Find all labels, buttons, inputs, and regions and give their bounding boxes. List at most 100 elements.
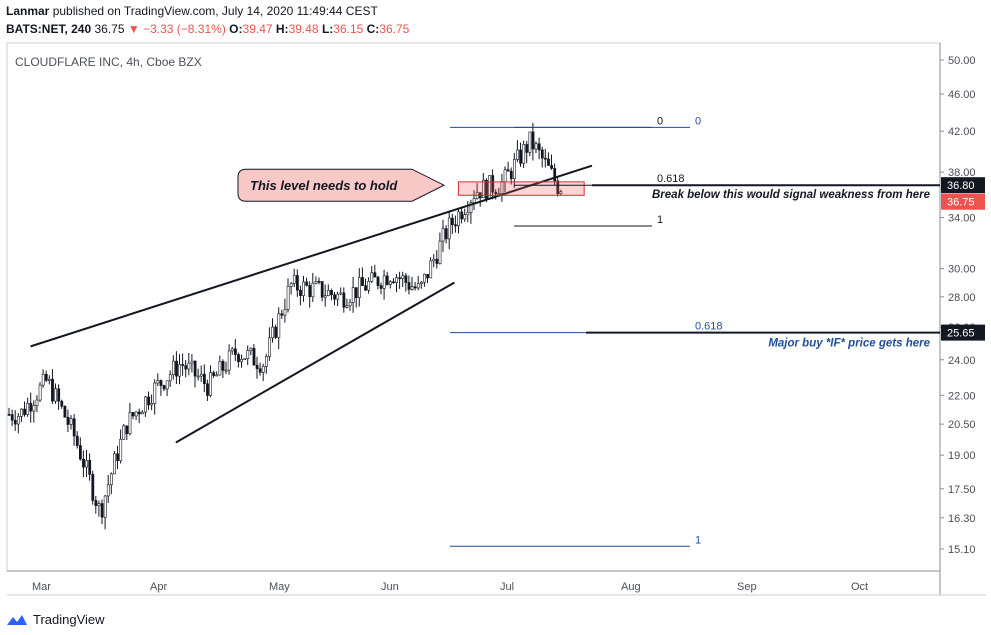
candle-up <box>85 459 89 468</box>
candle-up <box>261 366 265 373</box>
symbol-label: BATS:NET, 240 <box>6 22 92 36</box>
y-tick-label: 50.00 <box>948 55 976 67</box>
low-label: L: <box>321 22 334 36</box>
candle-up <box>283 308 287 316</box>
candle-down <box>460 211 464 220</box>
close-label: C: <box>366 22 380 36</box>
last-price-tag <box>941 193 985 210</box>
brand-name: TradingView <box>33 612 105 627</box>
candle-up <box>323 295 327 298</box>
candle-down <box>7 413 11 416</box>
candle-up <box>463 214 467 220</box>
candle-up <box>367 281 371 291</box>
candle-down <box>162 385 166 390</box>
candle-down <box>531 131 535 150</box>
candle-up <box>168 374 172 382</box>
low-value: 36.15 <box>333 22 364 36</box>
candle-down <box>308 285 312 298</box>
candle-up <box>26 402 30 416</box>
breakout-zone-box[interactable] <box>457 181 585 196</box>
candle-down <box>506 169 510 172</box>
tradingview-brand[interactable]: TradingView <box>6 612 105 627</box>
candle-down <box>184 365 188 370</box>
y-tick-label: 30.00 <box>948 264 976 276</box>
y-tick-label: 46.00 <box>948 89 976 101</box>
candle-down <box>147 396 151 406</box>
candle-down <box>29 402 33 412</box>
candle-up <box>382 275 386 289</box>
candle-down <box>221 361 225 371</box>
candle-down <box>237 354 240 363</box>
callout-bubble[interactable] <box>237 168 446 202</box>
x-tick-label: Aug <box>621 581 641 593</box>
candle-up <box>311 282 315 298</box>
candle-up <box>268 337 271 357</box>
candle-down <box>137 411 141 415</box>
candle-down <box>450 217 454 226</box>
author-name[interactable]: Lanmar <box>6 4 50 18</box>
fib-small-level-label: 0 <box>657 115 663 127</box>
candle-up <box>466 212 470 215</box>
candle-up <box>41 373 45 386</box>
level-price-tag <box>941 324 985 341</box>
candle-down <box>392 281 395 284</box>
candle-up <box>243 358 247 361</box>
candle-up <box>441 228 445 242</box>
candle-up <box>110 473 113 486</box>
candle-up <box>134 411 138 417</box>
candle-down <box>540 149 544 159</box>
chart-title: CLOUDFLARE INC, 4h, Cboe BZX <box>15 55 202 69</box>
candle-down <box>413 286 417 289</box>
candle-down <box>407 282 411 290</box>
candle-up <box>348 302 352 307</box>
high-value: 39.48 <box>288 22 319 36</box>
candle-up <box>128 412 132 435</box>
candle-down <box>63 405 67 418</box>
candle-up <box>469 202 473 213</box>
candle-down <box>258 368 262 373</box>
candle-up <box>314 280 318 284</box>
candle-up <box>395 277 399 283</box>
publish-info: Lanmar published on TradingView.com, Jul… <box>6 4 378 18</box>
candle-down <box>547 158 550 166</box>
candle-up <box>103 495 107 518</box>
candle-down <box>519 149 523 164</box>
price-tag-label: 36.80 <box>947 180 975 192</box>
candle-up <box>432 258 436 262</box>
symbol-info: BATS:NET, 240 36.75 ▼ −3.33 (−8.31%) O:3… <box>6 22 409 36</box>
candle-down <box>255 364 259 370</box>
candle-up <box>153 382 157 404</box>
candle-up <box>419 281 423 284</box>
candle-down <box>51 378 54 402</box>
candle-down <box>91 474 95 501</box>
candle-up <box>54 388 58 402</box>
candle-down <box>44 373 48 381</box>
y-tick-label: 19.00 <box>948 450 976 462</box>
y-tick-label: 17.50 <box>948 484 976 496</box>
close-value: 36.75 <box>379 22 410 36</box>
candle-up <box>289 283 293 287</box>
candle-up <box>69 418 73 425</box>
candle-up <box>271 326 275 339</box>
candle-down <box>435 258 439 264</box>
candle-down <box>206 383 209 396</box>
y-tick-label: 28.00 <box>948 292 976 304</box>
candle-up <box>302 281 306 296</box>
candle-up <box>357 277 361 299</box>
candle-down <box>398 277 402 279</box>
tradingview-logo-icon <box>7 614 27 625</box>
candle-down <box>361 277 364 286</box>
price-tag-label: 25.65 <box>947 328 975 340</box>
candle-up <box>47 378 51 381</box>
candle-down <box>274 326 278 338</box>
x-tick-label: May <box>269 581 290 593</box>
y-tick-label: 16.30 <box>948 513 976 525</box>
candle-down <box>444 228 448 240</box>
candle-down <box>342 292 346 308</box>
candle-down <box>181 364 185 366</box>
candle-down <box>116 453 120 462</box>
candle-down <box>543 157 547 160</box>
candle-up <box>416 283 420 289</box>
wedge-lower-trendline[interactable] <box>175 281 455 444</box>
